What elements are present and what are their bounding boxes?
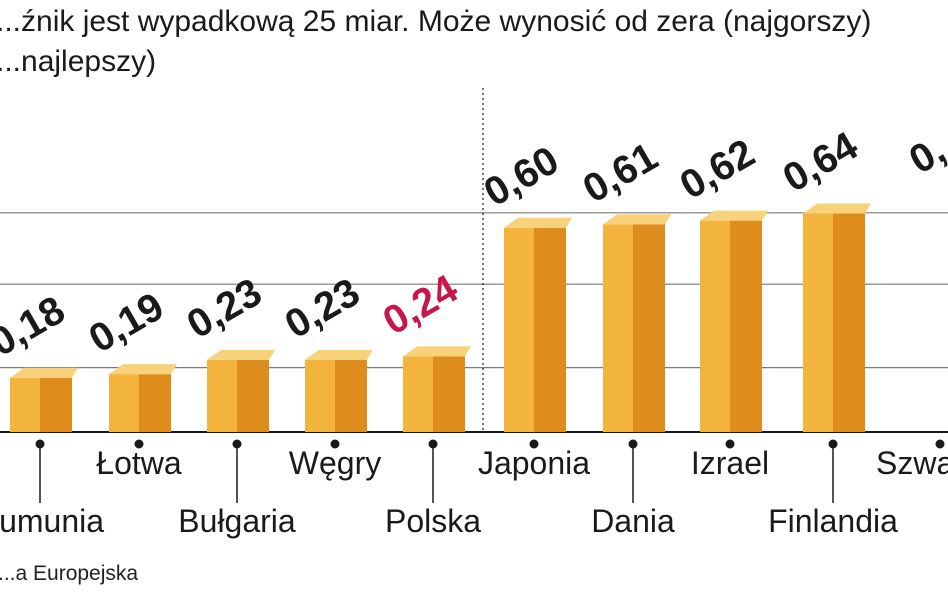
category-label: Izrael <box>691 445 769 481</box>
bar-side <box>633 224 665 432</box>
category-label: Rumunia <box>0 503 104 539</box>
bar-side <box>433 356 465 432</box>
bar-side <box>335 359 367 432</box>
bar-top <box>305 349 373 360</box>
bar-front <box>109 374 139 432</box>
value-label: 0,61 <box>576 134 665 211</box>
bar-side <box>40 377 72 432</box>
bar-side <box>534 227 566 432</box>
value-label: 0,64 <box>776 123 866 200</box>
value-label: 0,23 <box>278 270 367 347</box>
category-label: Japonia <box>478 445 590 481</box>
bar-front <box>403 356 433 432</box>
bar-front <box>603 224 633 432</box>
category-label: Dania <box>591 503 675 539</box>
chart-subtitle: ...źnik jest wypadkową 25 miar. Może wyn… <box>0 5 872 78</box>
bar-top <box>207 349 275 360</box>
value-label: 0,23 <box>180 270 269 347</box>
source-note: ...a Europejska <box>0 562 139 585</box>
bar-front <box>803 213 833 432</box>
bar-top <box>603 214 671 225</box>
bar-front <box>305 359 335 432</box>
bar-side <box>139 374 171 432</box>
category-label: Finlandia <box>768 503 898 539</box>
category-label: Łotwa <box>96 445 182 481</box>
category-label: Szwajc... <box>876 445 948 481</box>
bar-top <box>504 217 572 228</box>
value-label: 0,19 <box>82 284 171 361</box>
bar-side <box>730 220 762 432</box>
bar-top <box>109 364 177 375</box>
bar-front <box>700 220 730 432</box>
bar-top <box>700 210 768 221</box>
value-label: 0, <box>902 128 948 183</box>
value-label: 0,24 <box>376 266 466 343</box>
bar-front <box>207 359 237 432</box>
bar-top <box>10 367 78 378</box>
category-label: Polska <box>385 503 481 539</box>
bar-top <box>803 203 871 214</box>
bar-front <box>504 227 534 432</box>
category-label: Węgry <box>289 445 381 481</box>
value-label: 0,18 <box>0 288 72 365</box>
bar-side <box>833 213 865 432</box>
bar-side <box>237 359 269 432</box>
category-label: Bułgaria <box>178 503 296 539</box>
value-label: 0,60 <box>477 138 566 215</box>
value-label: 0,62 <box>673 131 762 208</box>
bar-top <box>403 346 471 357</box>
bar-front <box>10 377 40 432</box>
